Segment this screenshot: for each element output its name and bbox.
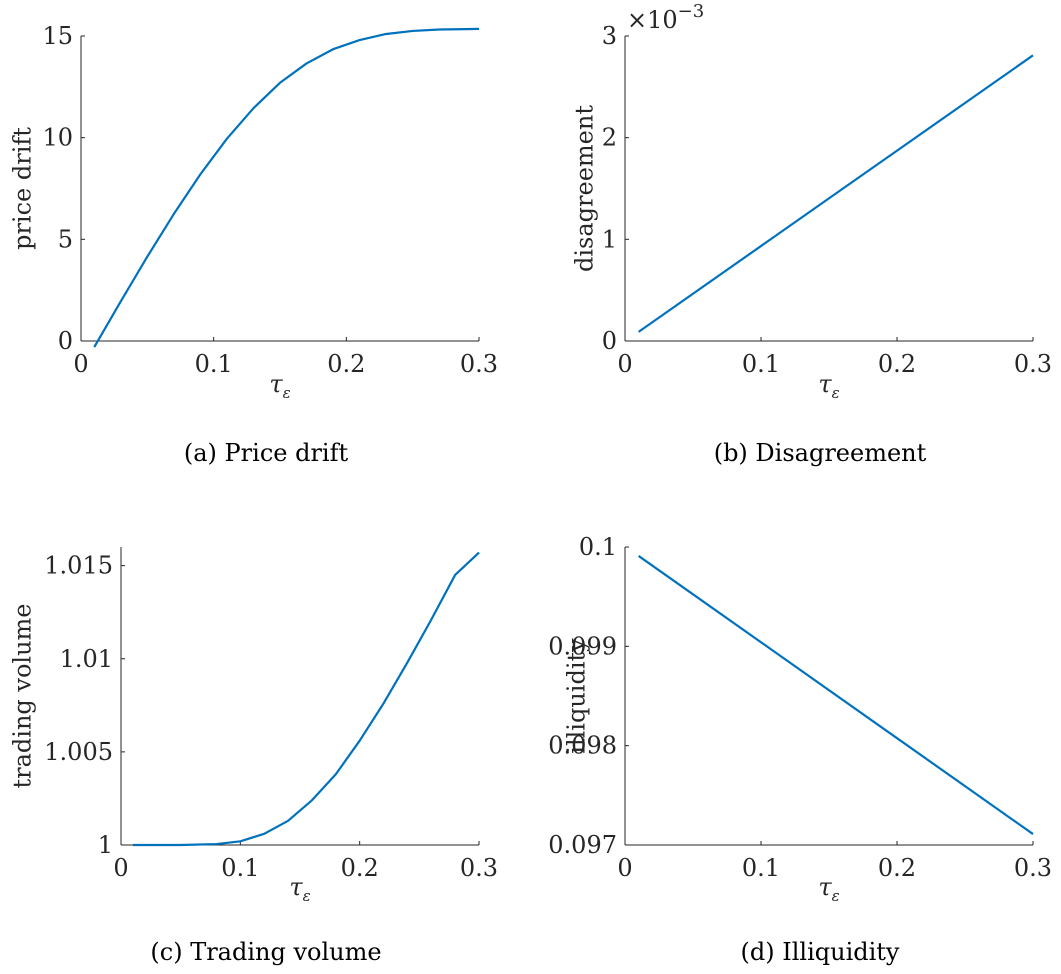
y-tick-label: 0: [58, 327, 73, 355]
y-tick-label: 5: [58, 225, 73, 253]
x-tick-label: 0.2: [878, 854, 916, 882]
x-axis-label: τε: [269, 370, 290, 402]
y-tick-label: 1.005: [44, 738, 113, 766]
y-tick-label: 0.097: [548, 831, 617, 859]
y-tick-label: 1.01: [60, 645, 113, 673]
y-axis-label: price drift: [9, 127, 37, 250]
x-tick-label: 0.1: [195, 350, 233, 378]
y-tick-label: 2: [602, 124, 617, 152]
panel-caption: (d) Illiquidity: [741, 938, 900, 966]
x-axis-label: τε: [818, 873, 839, 905]
y-exponent-label: ×10−3: [627, 1, 704, 34]
panel-caption: (b) Disagreement: [714, 439, 927, 467]
x-tick-label: 0.2: [341, 854, 379, 882]
y-tick-label: 0: [602, 327, 617, 355]
x-axis-label: τε: [289, 873, 310, 905]
x-tick-label: 0.3: [1014, 854, 1052, 882]
x-axis-label-subscript: ε: [283, 384, 291, 402]
x-axis-label-subscript: ε: [832, 384, 840, 402]
y-tick-label: 3: [602, 22, 617, 50]
chart-panel-1: 0 0.1 0.2 0.3 0 5 10 15 τε price drift (a) Price d…: [9, 22, 499, 467]
series-line-1: [637, 555, 1034, 835]
x-tick-label: 0.2: [327, 350, 365, 378]
x-axis-label-subscript: ε: [832, 887, 840, 905]
x-tick-label: 0.1: [742, 854, 780, 882]
series-line-1: [93, 27, 480, 348]
y-tick-label: 0.099: [548, 632, 617, 660]
x-tick-label: 0: [73, 350, 88, 378]
x-tick-label: 0.1: [742, 350, 780, 378]
y-tick-label: 0.098: [548, 732, 617, 760]
panel-caption: (c) Trading volume: [150, 938, 381, 966]
y-tick-label: 10: [42, 124, 73, 152]
series-line-1: [637, 54, 1034, 333]
x-axis-label-subscript: ε: [303, 887, 311, 905]
x-tick-label: 0.3: [460, 854, 498, 882]
x-tick-label: 0.3: [460, 350, 498, 378]
chart-panel-2: 0 0.1 0.2 0.3 0 1 2 3 ×10−3 τε disagreement (b) Dis…: [571, 1, 1053, 467]
panel-caption: (a) Price drift: [184, 439, 349, 467]
y-axis-label: trading volume: [9, 603, 37, 788]
y-tick-label: 15: [42, 22, 73, 50]
x-tick-label: 0: [113, 854, 128, 882]
x-tick-label: 0: [617, 854, 632, 882]
y-tick-label: 0.1: [579, 533, 617, 561]
x-axis-label: τε: [818, 370, 839, 402]
chart-panel-4: 0 0.1 0.2 0.3 0.097 0.098 0.099 0.1 τε illiquidit…: [548, 533, 1052, 966]
y-axis-label: disagreement: [571, 105, 599, 272]
chart-panel-3: 0 0.1 0.2 0.3 1 1.005 1.01 1.015 τε trading volum…: [9, 547, 498, 966]
series-line-1: [132, 551, 480, 847]
x-tick-label: 0.2: [878, 350, 916, 378]
y-exponent-power: −3: [678, 1, 705, 22]
y-tick-label: 1.015: [44, 552, 113, 580]
y-tick-label: 1: [602, 225, 617, 253]
x-tick-label: 0.3: [1014, 350, 1052, 378]
x-tick-label: 0: [617, 350, 632, 378]
y-axis-label: illiquidity: [563, 638, 591, 754]
x-tick-label: 0.1: [221, 854, 259, 882]
y-tick-label: 1: [98, 831, 113, 859]
